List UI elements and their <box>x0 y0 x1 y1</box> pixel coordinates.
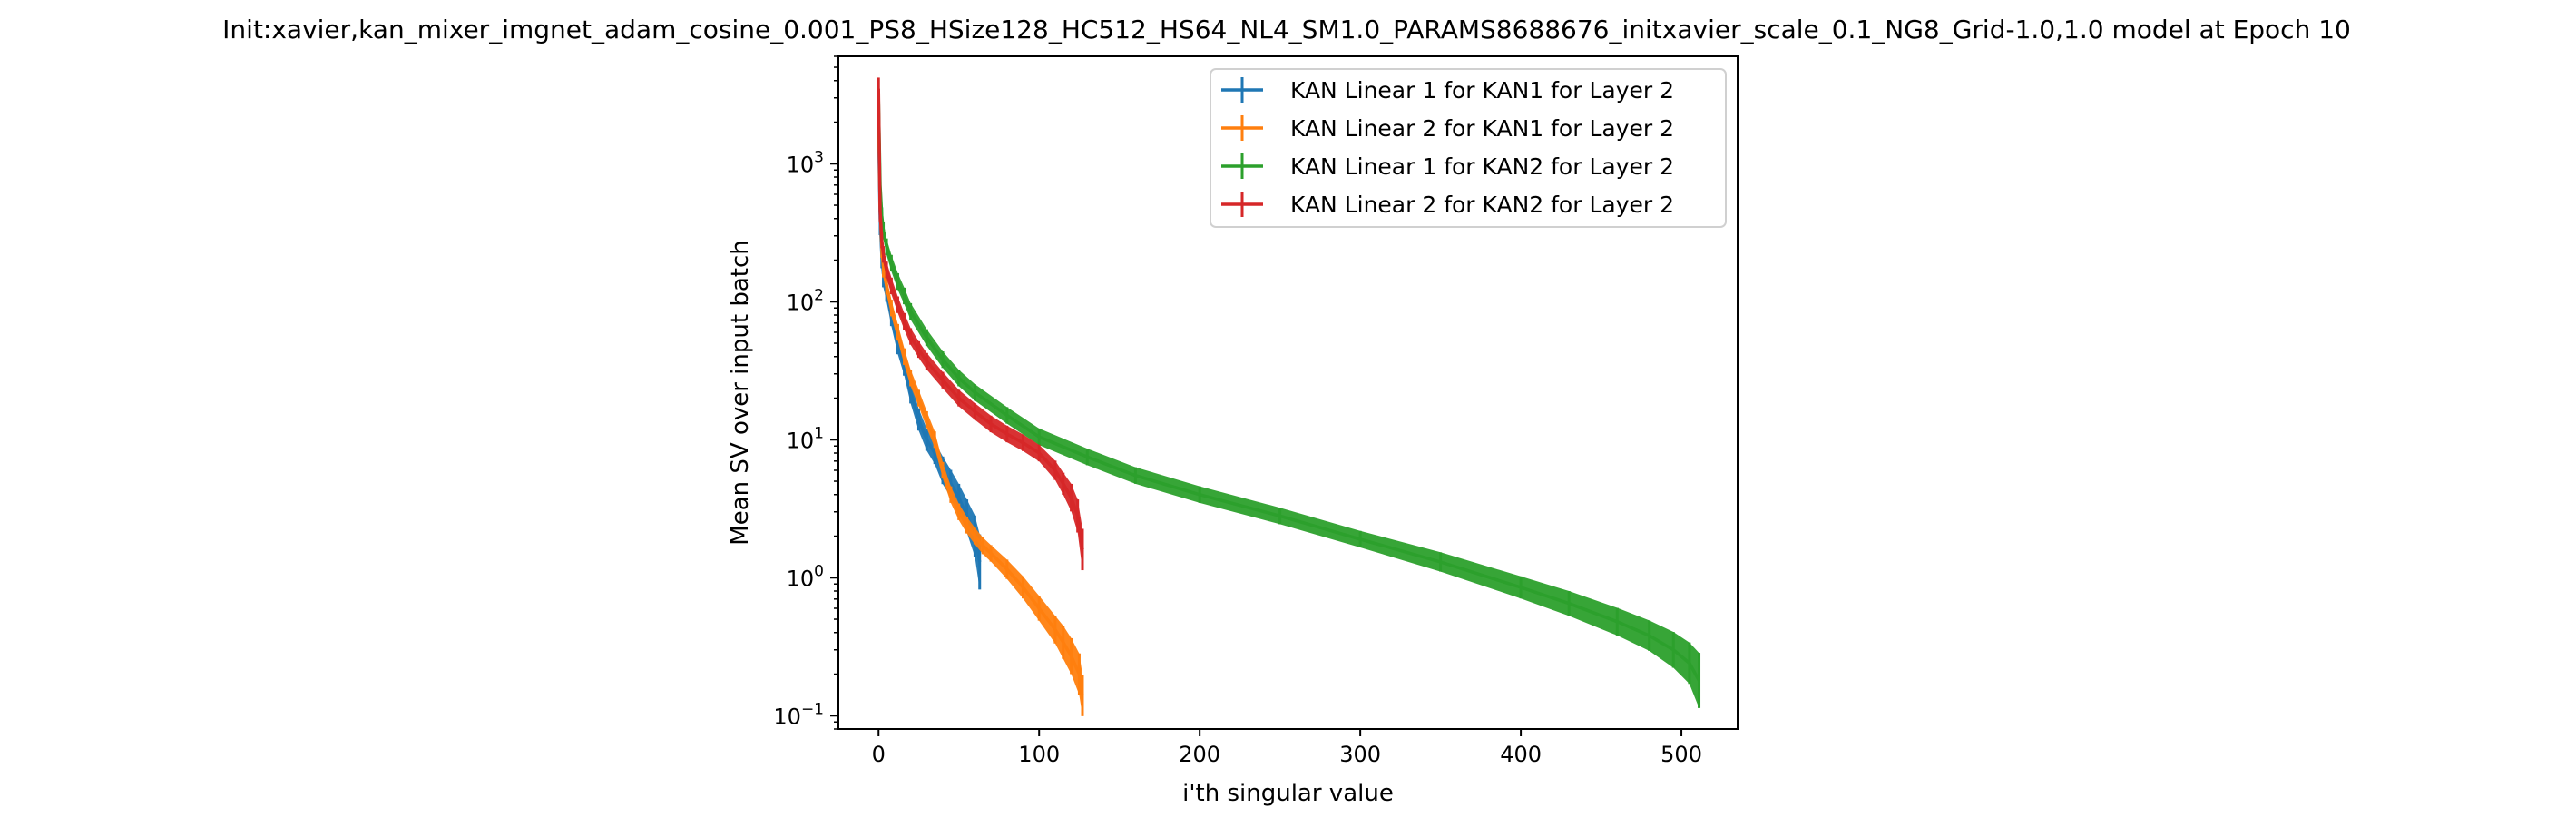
series-4 <box>877 77 1084 571</box>
y-tick-label: 103 <box>787 148 824 177</box>
legend-frame <box>1210 68 1727 228</box>
x-tick-label: 100 <box>1018 742 1060 767</box>
legend: KAN Linear 1 for KAN1 for Layer 2 KAN Lin… <box>1210 68 1727 228</box>
x-tick-label: 200 <box>1179 742 1220 767</box>
legend-item-3: KAN Linear 1 for KAN2 for Layer 2 <box>1221 153 1674 180</box>
y-tick-label: 102 <box>787 286 824 315</box>
y-tick-label: 101 <box>787 424 824 453</box>
y-axis-label: Mean SV over input batch <box>727 240 754 545</box>
series-3-line <box>877 97 1701 682</box>
legend-label: KAN Linear 1 for KAN2 for Layer 2 <box>1290 153 1674 180</box>
x-tick-label: 300 <box>1339 742 1381 767</box>
legend-item-1: KAN Linear 1 for KAN1 for Layer 2 <box>1221 77 1674 104</box>
x-tick-label: 400 <box>1500 742 1542 767</box>
chart-title: Init:xavier,kan_mixer_imgnet_adam_cosine… <box>222 15 2351 44</box>
legend-item-2: KAN Linear 2 for KAN1 for Layer 2 <box>1221 115 1674 142</box>
legend-label: KAN Linear 2 for KAN1 for Layer 2 <box>1290 115 1674 142</box>
series-2 <box>877 94 1084 716</box>
axes-frame <box>837 55 1739 730</box>
axes: 0 100 200 300 400 500 10−1 100 101 102 103 <box>773 55 1739 767</box>
series-3 <box>877 89 1701 708</box>
y-tick-label: 10−1 <box>773 700 824 729</box>
legend-label: KAN Linear 2 for KAN2 for Layer 2 <box>1290 192 1674 218</box>
y-tick-label: 100 <box>787 562 824 591</box>
legend-item-4: KAN Linear 2 for KAN2 for Layer 2 <box>1221 192 1674 218</box>
x-tick-label: 500 <box>1660 742 1702 767</box>
legend-label: KAN Linear 1 for KAN1 for Layer 2 <box>1290 77 1674 104</box>
plot-area <box>877 77 1701 716</box>
x-axis-label: i'th singular value <box>1182 780 1394 807</box>
x-tick-label: 0 <box>872 742 886 767</box>
